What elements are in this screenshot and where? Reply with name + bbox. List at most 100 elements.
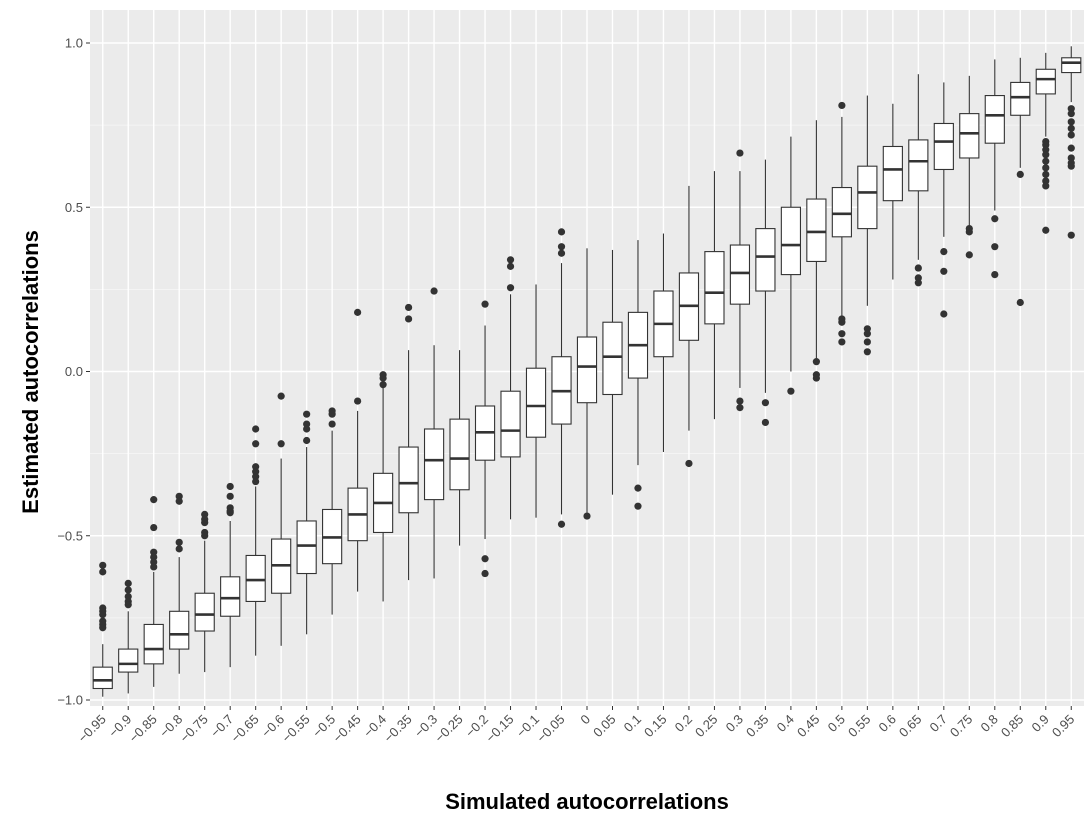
box-iqr — [755, 228, 776, 292]
box-0.85 — [1010, 57, 1031, 307]
outlier-point — [201, 519, 209, 527]
box-iqr — [831, 186, 852, 238]
outlier-point — [354, 308, 362, 316]
outlier-point — [150, 558, 158, 566]
outlier-point — [150, 553, 158, 561]
outlier-point — [1067, 144, 1075, 152]
box--0.65 — [245, 425, 266, 656]
outlier-point — [1042, 151, 1050, 159]
outlier-point — [991, 270, 999, 279]
outlier-point — [226, 509, 234, 517]
box-0.75 — [959, 75, 980, 259]
y-tick-label: 0.0 — [65, 364, 83, 379]
box--0.2 — [474, 300, 496, 578]
box--0.3 — [423, 287, 445, 579]
box-0.65 — [908, 74, 929, 287]
outlier-point — [863, 330, 871, 338]
outlier-point — [863, 325, 871, 333]
outlier-point — [838, 101, 846, 110]
outlier-point — [838, 338, 846, 346]
box-iqr — [118, 648, 139, 673]
box-0 — [576, 248, 598, 520]
box-0.3 — [729, 149, 751, 412]
outlier-point — [965, 251, 973, 259]
box-iqr — [525, 367, 547, 438]
box-iqr — [1010, 81, 1031, 116]
x-axis-title: Simulated autocorrelations — [445, 789, 729, 814]
box-0.8 — [984, 59, 1005, 279]
outlier-point — [252, 477, 260, 486]
outlier-point — [303, 420, 311, 428]
outlier-point — [150, 548, 158, 556]
box-0.05 — [602, 249, 623, 495]
box-iqr — [449, 418, 470, 491]
outlier-point — [430, 287, 438, 295]
box-iqr — [1035, 68, 1056, 95]
outlier-point — [838, 330, 846, 338]
outlier-point — [863, 348, 871, 356]
outlier-point — [226, 492, 234, 500]
box-iqr — [959, 113, 980, 159]
box-0.6 — [882, 103, 903, 280]
box-iqr — [220, 576, 241, 617]
outlier-point — [150, 563, 158, 571]
box-0.15 — [653, 233, 674, 452]
outlier-point — [252, 425, 260, 433]
outlier-point — [1042, 177, 1050, 185]
outlier-point — [1067, 110, 1075, 118]
outlier-point — [252, 440, 260, 448]
box-iqr — [296, 520, 317, 575]
box-iqr — [984, 95, 1005, 144]
y-axis: 1.0 0.5 0.0 −0.5 −1.0 — [57, 36, 90, 708]
outlier-point — [1042, 141, 1050, 149]
outlier-point — [354, 397, 362, 405]
outlier-point — [328, 420, 336, 428]
box--0.85 — [143, 496, 164, 687]
outlier-point — [557, 243, 566, 251]
outlier-point — [99, 610, 107, 619]
outlier-point — [991, 215, 999, 223]
box-0.5 — [831, 101, 852, 346]
outlier-point — [1042, 226, 1050, 234]
outlier-point — [583, 512, 591, 520]
outlier-point — [303, 436, 311, 445]
outlier-point — [1042, 182, 1050, 190]
outlier-point — [736, 404, 744, 412]
outlier-point — [1016, 170, 1024, 178]
box-0.35 — [755, 159, 776, 427]
box--0.15 — [500, 256, 521, 520]
outlier-point — [150, 523, 158, 532]
outlier-point — [506, 284, 515, 292]
outlier-point — [1067, 105, 1075, 113]
box-0.7 — [933, 82, 954, 318]
box-iqr — [92, 666, 113, 690]
box-0.9 — [1035, 52, 1056, 234]
outlier-point — [940, 267, 948, 275]
box-iqr — [194, 592, 215, 632]
outlier-point — [634, 484, 642, 492]
box-iqr — [602, 321, 623, 396]
box-0.55 — [857, 95, 878, 356]
outlier-point — [252, 473, 260, 481]
outlier-point — [379, 374, 387, 382]
outlier-point — [761, 418, 770, 427]
outlier-point — [812, 374, 820, 382]
y-tick-label: −0.5 — [57, 528, 83, 543]
outlier-point — [481, 569, 489, 578]
outlier-point — [404, 303, 413, 312]
box--0.4 — [372, 371, 394, 602]
outlier-point — [124, 586, 132, 594]
box-iqr — [500, 390, 521, 458]
outlier-point — [1067, 154, 1075, 162]
outlier-point — [201, 510, 209, 518]
outlier-point — [557, 249, 566, 257]
outlier-point — [634, 502, 642, 510]
box-0.45 — [806, 120, 827, 382]
outlier-point — [175, 497, 183, 505]
box-iqr — [704, 251, 725, 325]
box-iqr — [576, 336, 598, 404]
outlier-point — [1067, 231, 1075, 239]
box-0.25 — [704, 171, 725, 420]
box--0.6 — [271, 392, 292, 646]
